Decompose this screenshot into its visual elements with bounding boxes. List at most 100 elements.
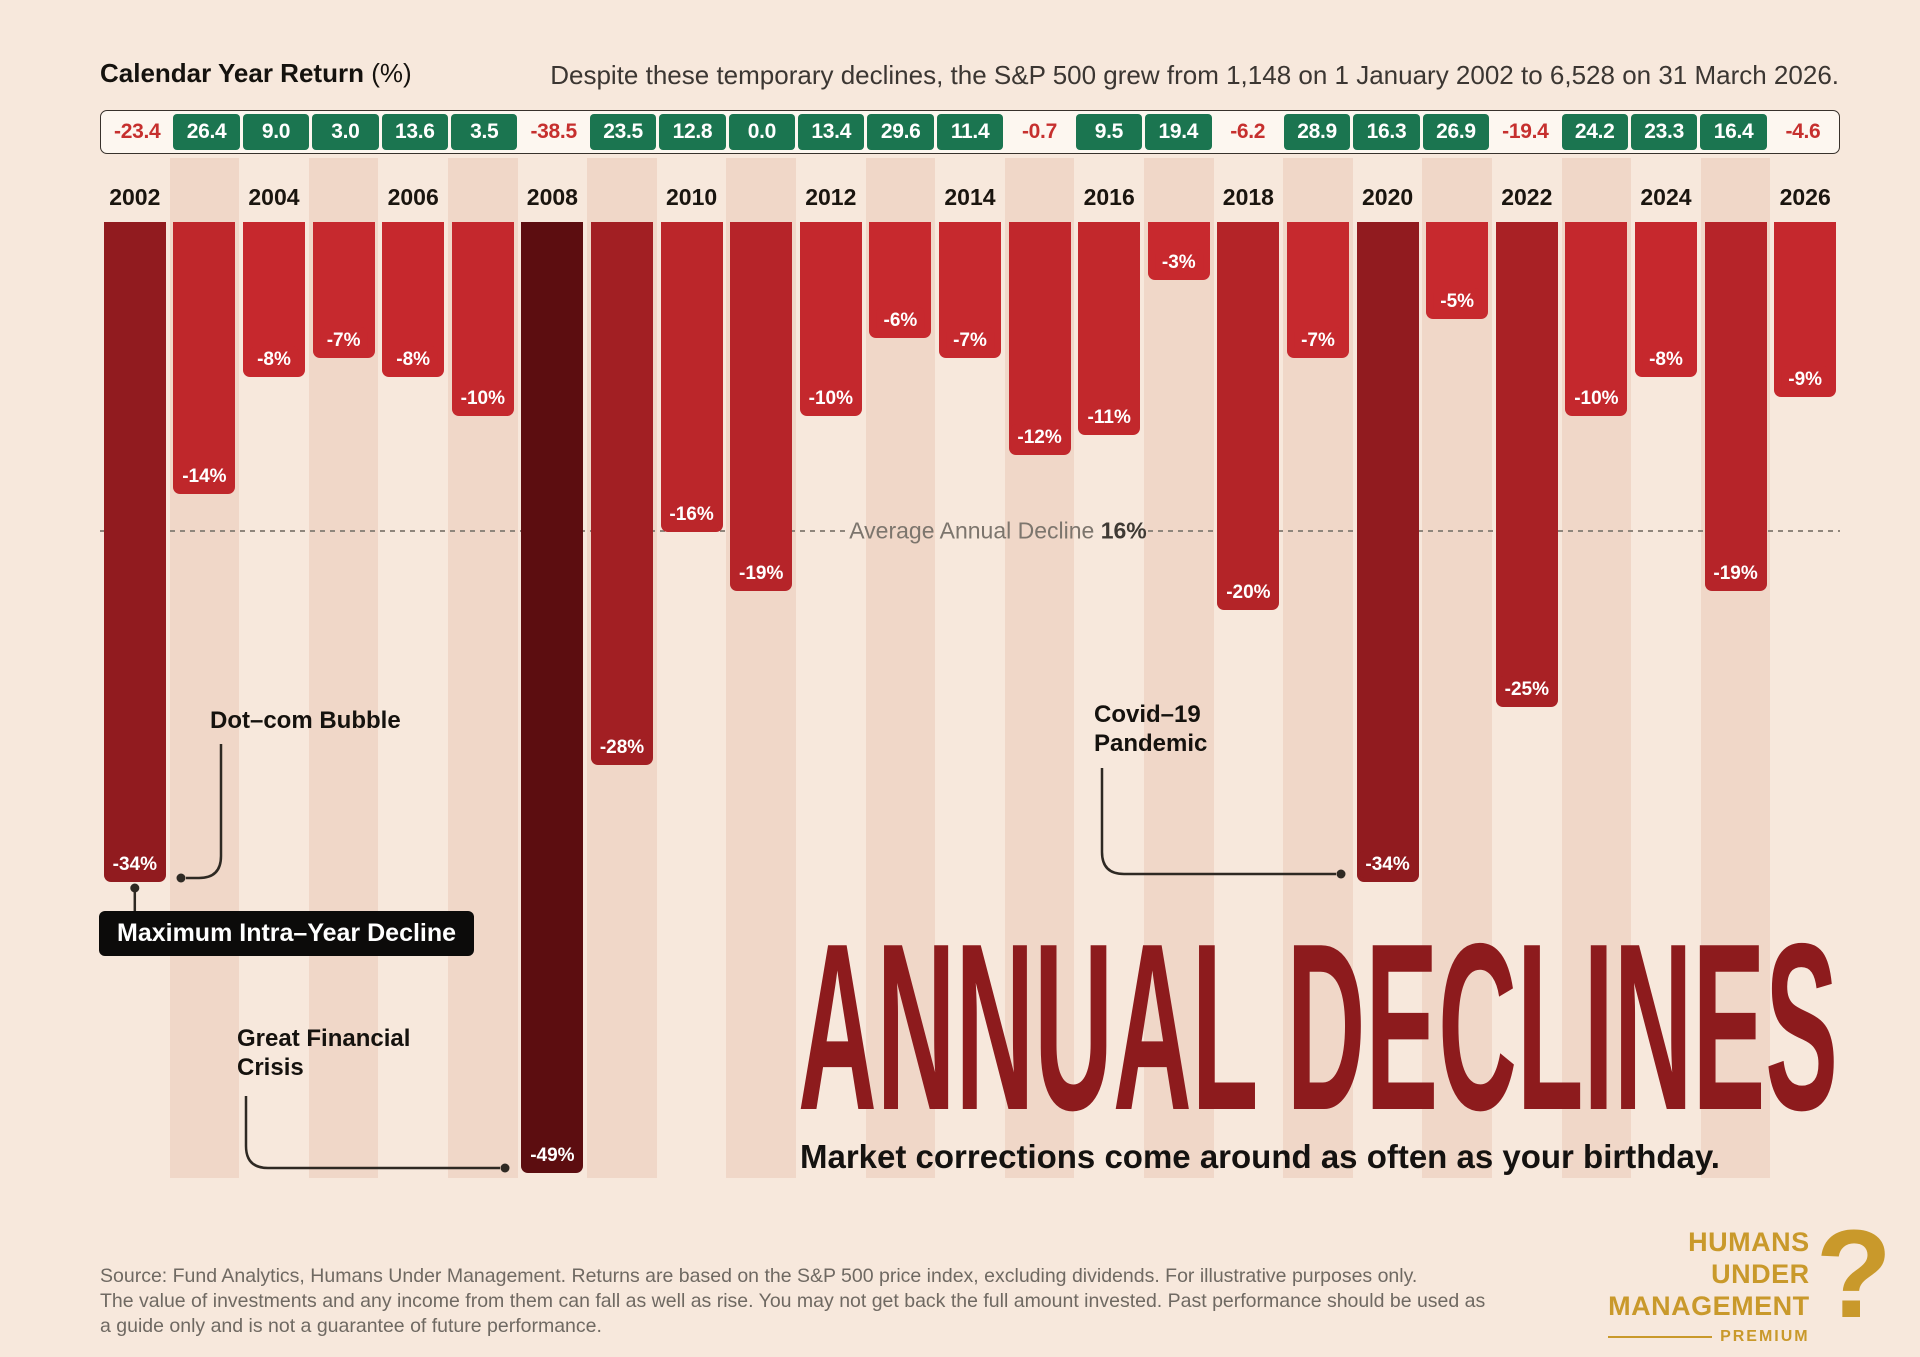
gfc-annotation-line2: Crisis [237,1054,304,1081]
covid-annotation-line2: Pandemic [1094,730,1208,757]
return-cell-2007: 3.5 [451,114,518,150]
return-cell-2008: -38.5 [530,120,577,143]
decline-value-label-2006: -8% [389,346,438,374]
column-stripe [1144,158,1214,1178]
average-line-right-segment [1148,530,1840,532]
return-cell-2011: 0.0 [728,114,796,150]
year-label-2002: 2002 [109,184,161,210]
decline-value-label-2004: -8% [250,346,298,374]
return-cell-2010: 12.8 [659,114,726,150]
decline-bar-2016 [1078,222,1141,436]
decline-value-label-2002: -34% [105,850,164,878]
premium-label: PREMIUM [1720,1328,1810,1345]
year-label-2024: 2024 [1640,184,1692,210]
decline-value-label-2011: -19% [732,559,791,587]
main-title-graphic: ANNUAL DECLINES [798,895,1838,1160]
year-label-2006: 2006 [387,184,439,210]
year-label-2022: 2022 [1501,184,1553,210]
return-cell-2016: 9.5 [1075,114,1143,150]
dotcom-bubble-annotation: Dot–com Bubble [210,707,401,734]
average-line-label-text: Average Annual Decline [849,517,1101,544]
decline-value-label-2024: -8% [1642,346,1690,374]
return-cell-2021: 26.9 [1422,114,1490,150]
question-mark-icon: ? [1815,1205,1892,1344]
decline-value-label-2013: -6% [876,307,925,335]
decline-bar-2002 [103,222,166,882]
decline-value-label-2025: -19% [1706,559,1765,587]
year-label-2020: 2020 [1362,184,1414,210]
year-label-2004: 2004 [248,184,300,210]
return-cell-2003: 26.4 [173,114,240,150]
decline-value-label-2016: -11% [1080,404,1138,432]
humans-under-management-logo: HUMANS UNDER MANAGEMENT PREMIUM ? [1608,1205,1892,1346]
year-label-2008: 2008 [526,184,578,210]
decline-value-label-2003: -14% [175,462,234,490]
column-stripe [1422,158,1492,1178]
return-cell-2004: 9.0 [242,114,310,150]
decline-value-label-2009: -28% [592,734,652,762]
decline-bar-2009 [591,222,653,766]
decline-bar-2022 [1495,222,1558,707]
decline-bar-2010 [660,222,723,533]
return-cell-2025: 16.4 [1700,114,1767,150]
decline-bar-2008 [521,222,584,1173]
return-cell-2026: -4.6 [1785,120,1821,143]
return-cell-2006: 13.6 [381,114,449,150]
logo-premium-row: PREMIUM [1608,1328,1810,1346]
average-line-label: Average Annual Decline 16% [849,518,1147,545]
intro-text: Despite these temporary declines, the S&… [550,60,1839,90]
return-cell-2009: 23.5 [589,114,657,150]
logo-line-humans: HUMANS [1688,1227,1810,1257]
return-cell-2018: -6.2 [1230,120,1266,143]
decline-value-label-2019: -7% [1294,326,1342,354]
return-cell-2019: 28.9 [1283,114,1351,150]
return-cell-2015: -0.7 [1021,120,1057,143]
return-cell-2012: 13.4 [798,114,865,150]
great-financial-crisis-annotation: Great Financial Crisis [237,1024,410,1082]
decline-value-label-2015: -12% [1010,423,1069,451]
return-cell-2002: -23.4 [114,120,161,143]
decline-value-label-2026: -9% [1781,365,1830,393]
disclaimer-line2: The value of investments and any income … [100,1290,1486,1312]
return-cell-2013: 29.6 [867,114,934,150]
premium-rule-line [1608,1335,1713,1339]
return-cell-2024: 23.3 [1630,114,1698,150]
decline-value-label-2022: -25% [1497,676,1556,703]
decline-value-label-2023: -10% [1567,385,1626,412]
covid-annotation-line1: Covid–19 [1094,701,1201,728]
page-subtitle: Market corrections come around as often … [800,1138,1720,1175]
decline-value-label-2005: -7% [319,326,368,354]
return-cell-2014: 11.4 [936,114,1004,150]
logo-line-management: MANAGEMENT [1608,1291,1810,1321]
year-label-2012: 2012 [805,184,857,210]
average-line-left-segment [100,530,848,532]
decline-bar-2025 [1704,222,1767,591]
logo-line-under: UNDER [1711,1259,1810,1289]
decline-value-label-2021: -5% [1433,288,1482,315]
average-line-label-value: 16% [1100,517,1147,544]
year-label-2010: 2010 [666,184,718,210]
decline-value-label-2014: -7% [946,326,994,354]
decline-value-label-2010: -16% [662,501,721,529]
covid-pandemic-annotation: Covid–19 Pandemic [1094,700,1207,758]
decline-value-label-2012: -10% [801,385,860,412]
decline-value-label-2008: -49% [523,1141,582,1169]
decline-value-label-2007: -10% [453,385,512,412]
gfc-annotation-line1: Great Financial [237,1025,411,1052]
axis-title-bold: Calendar Year Return [100,58,364,88]
page-title: ANNUAL DECLINES [798,895,1838,1160]
axis-title-unit: (%) [363,58,412,88]
return-cell-2023: 24.2 [1561,114,1628,150]
decline-bar-2020 [1356,222,1419,882]
disclaimer-line1: Source: Fund Analytics, Humans Under Man… [100,1265,1418,1287]
return-cell-2020: 16.3 [1353,114,1420,150]
return-cell-2022: -19.4 [1502,120,1549,143]
logo-wordmark: HUMANS UNDER MANAGEMENT PREMIUM [1608,1226,1810,1346]
decline-bar-2011 [730,222,793,591]
decline-bar-2007 [451,222,514,416]
source-disclaimer: Source: Fund Analytics, Humans Under Man… [100,1264,1485,1339]
axis-title: Calendar Year Return (%) [100,58,412,89]
decline-bar-2018 [1217,222,1280,610]
year-label-2018: 2018 [1222,184,1274,210]
